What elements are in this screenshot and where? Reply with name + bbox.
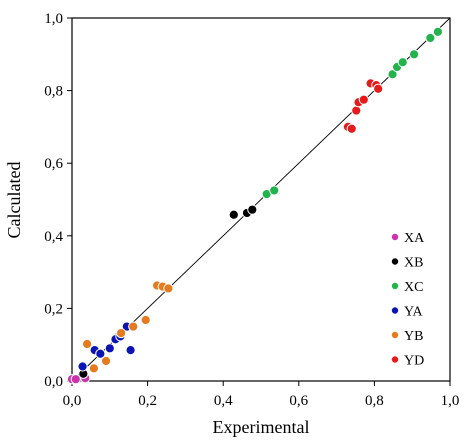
data-point-xc: [432, 26, 444, 37]
data-point-yb: [128, 321, 139, 332]
data-point-yb: [140, 314, 151, 326]
legend-marker-xb: [390, 257, 399, 266]
data-point-xb: [247, 204, 258, 215]
data-point-xc: [387, 69, 398, 80]
x-tick-label: 0,0: [63, 393, 82, 409]
legend-marker-xc: [390, 281, 399, 290]
data-point-yb: [163, 283, 174, 294]
x-tick-label: 0,4: [214, 393, 233, 409]
y-tick-label: 0,0: [44, 374, 63, 390]
reference-line: [71, 17, 451, 382]
data-point-ya: [125, 345, 136, 356]
data-point-xc: [397, 57, 408, 68]
data-point-yd: [346, 123, 357, 134]
y-tick-label: 0,4: [44, 229, 63, 245]
y-tick-label: 0,2: [44, 301, 63, 317]
data-point-yd: [358, 94, 369, 105]
legend-marker-xa: [390, 232, 399, 241]
data-point-yb: [88, 363, 100, 374]
data-point-xc: [269, 185, 280, 196]
y-tick-label: 0,6: [44, 156, 63, 172]
legend-label-xb: XB: [404, 256, 423, 271]
data-point-yd: [351, 105, 362, 116]
legend-label-xc: XC: [404, 280, 423, 295]
x-tick-label: 1,0: [441, 393, 460, 409]
legend-marker-ya: [390, 306, 399, 315]
y-tick-label: 1,0: [44, 11, 63, 27]
data-point-ya: [95, 348, 106, 359]
data-point-ya: [77, 361, 88, 372]
y-axis-title: Calculated: [4, 162, 24, 239]
x-tick-label: 0,6: [289, 393, 308, 409]
data-point-yb: [82, 338, 93, 350]
plot-frame: [71, 17, 451, 382]
data-point-yb: [116, 327, 127, 339]
data-point-xb: [228, 209, 239, 220]
point-layer: [66, 26, 444, 385]
legend-label-ya: YA: [404, 305, 424, 320]
data-point-yb: [100, 355, 112, 367]
legend-marker-yb: [390, 330, 399, 339]
legend-label-yb: YB: [404, 329, 423, 344]
legend: XA XB XC YA YB YD: [390, 231, 425, 369]
data-point-xc: [408, 49, 420, 60]
y-tick-label: 0,8: [44, 84, 63, 100]
data-point-yd: [373, 83, 384, 94]
data-point-ya: [104, 343, 115, 354]
reference-line-layer: [71, 17, 451, 382]
legend-label-yd: YD: [404, 354, 424, 369]
legend-label-xa: XA: [404, 231, 425, 246]
legend-marker-yd: [390, 355, 399, 364]
x-axis-title: Experimental: [213, 417, 310, 437]
tick-layer: 0,0 0,2 0,4 0,6 0,8 1,0 0,0 0,2 0,4 0,6 0,8 1,0: [44, 11, 459, 409]
x-tick-label: 0,8: [365, 393, 384, 409]
data-point-xc: [425, 32, 436, 44]
x-tick-label: 0,2: [138, 393, 157, 409]
